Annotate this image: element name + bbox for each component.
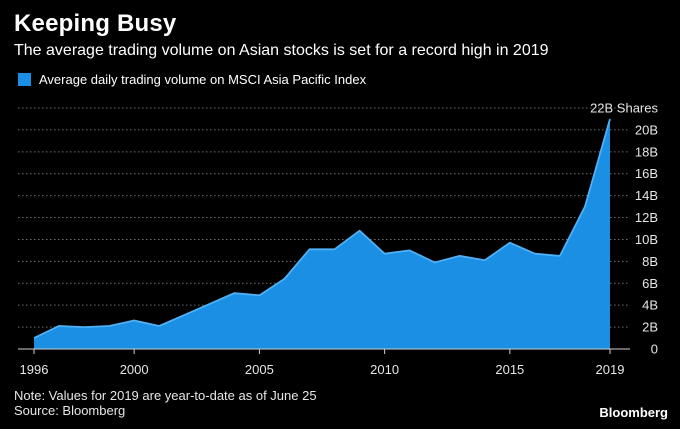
y-tick-label: 22B Shares bbox=[590, 101, 658, 116]
bloomberg-logo: Bloomberg bbox=[599, 405, 668, 420]
y-tick-label: 2B bbox=[642, 320, 658, 335]
legend-label: Average daily trading volume on MSCI Asi… bbox=[39, 72, 367, 87]
y-tick-label: 8B bbox=[642, 254, 658, 269]
y-tick-label: 16B bbox=[635, 166, 658, 181]
legend-swatch bbox=[18, 73, 31, 86]
x-tick-label: 2005 bbox=[245, 362, 274, 377]
y-tick-label: 18B bbox=[635, 144, 658, 159]
x-tick-label: 1996 bbox=[20, 362, 49, 377]
y-tick-label: 4B bbox=[642, 298, 658, 313]
y-tick-label: 10B bbox=[635, 232, 658, 247]
x-tick-label: 2015 bbox=[495, 362, 524, 377]
x-tick-label: 2010 bbox=[370, 362, 399, 377]
x-tick-label: 2000 bbox=[120, 362, 149, 377]
x-tick-label: 2019 bbox=[596, 362, 625, 377]
footer-source: Source: Bloomberg bbox=[14, 403, 126, 418]
y-tick-label: 12B bbox=[635, 210, 658, 225]
chart-subtitle: The average trading volume on Asian stoc… bbox=[14, 42, 549, 59]
chart-title: Keeping Busy bbox=[14, 10, 177, 37]
footer-note: Note: Values for 2019 are year-to-date a… bbox=[14, 388, 317, 403]
area-series-fill bbox=[34, 118, 610, 349]
y-tick-label: 20B bbox=[635, 122, 658, 137]
y-tick-label: 0 bbox=[651, 342, 658, 357]
y-tick-label: 6B bbox=[642, 276, 658, 291]
legend: Average daily trading volume on MSCI Asi… bbox=[18, 72, 366, 87]
area-series-line bbox=[33, 118, 611, 339]
y-tick-label: 14B bbox=[635, 188, 658, 203]
